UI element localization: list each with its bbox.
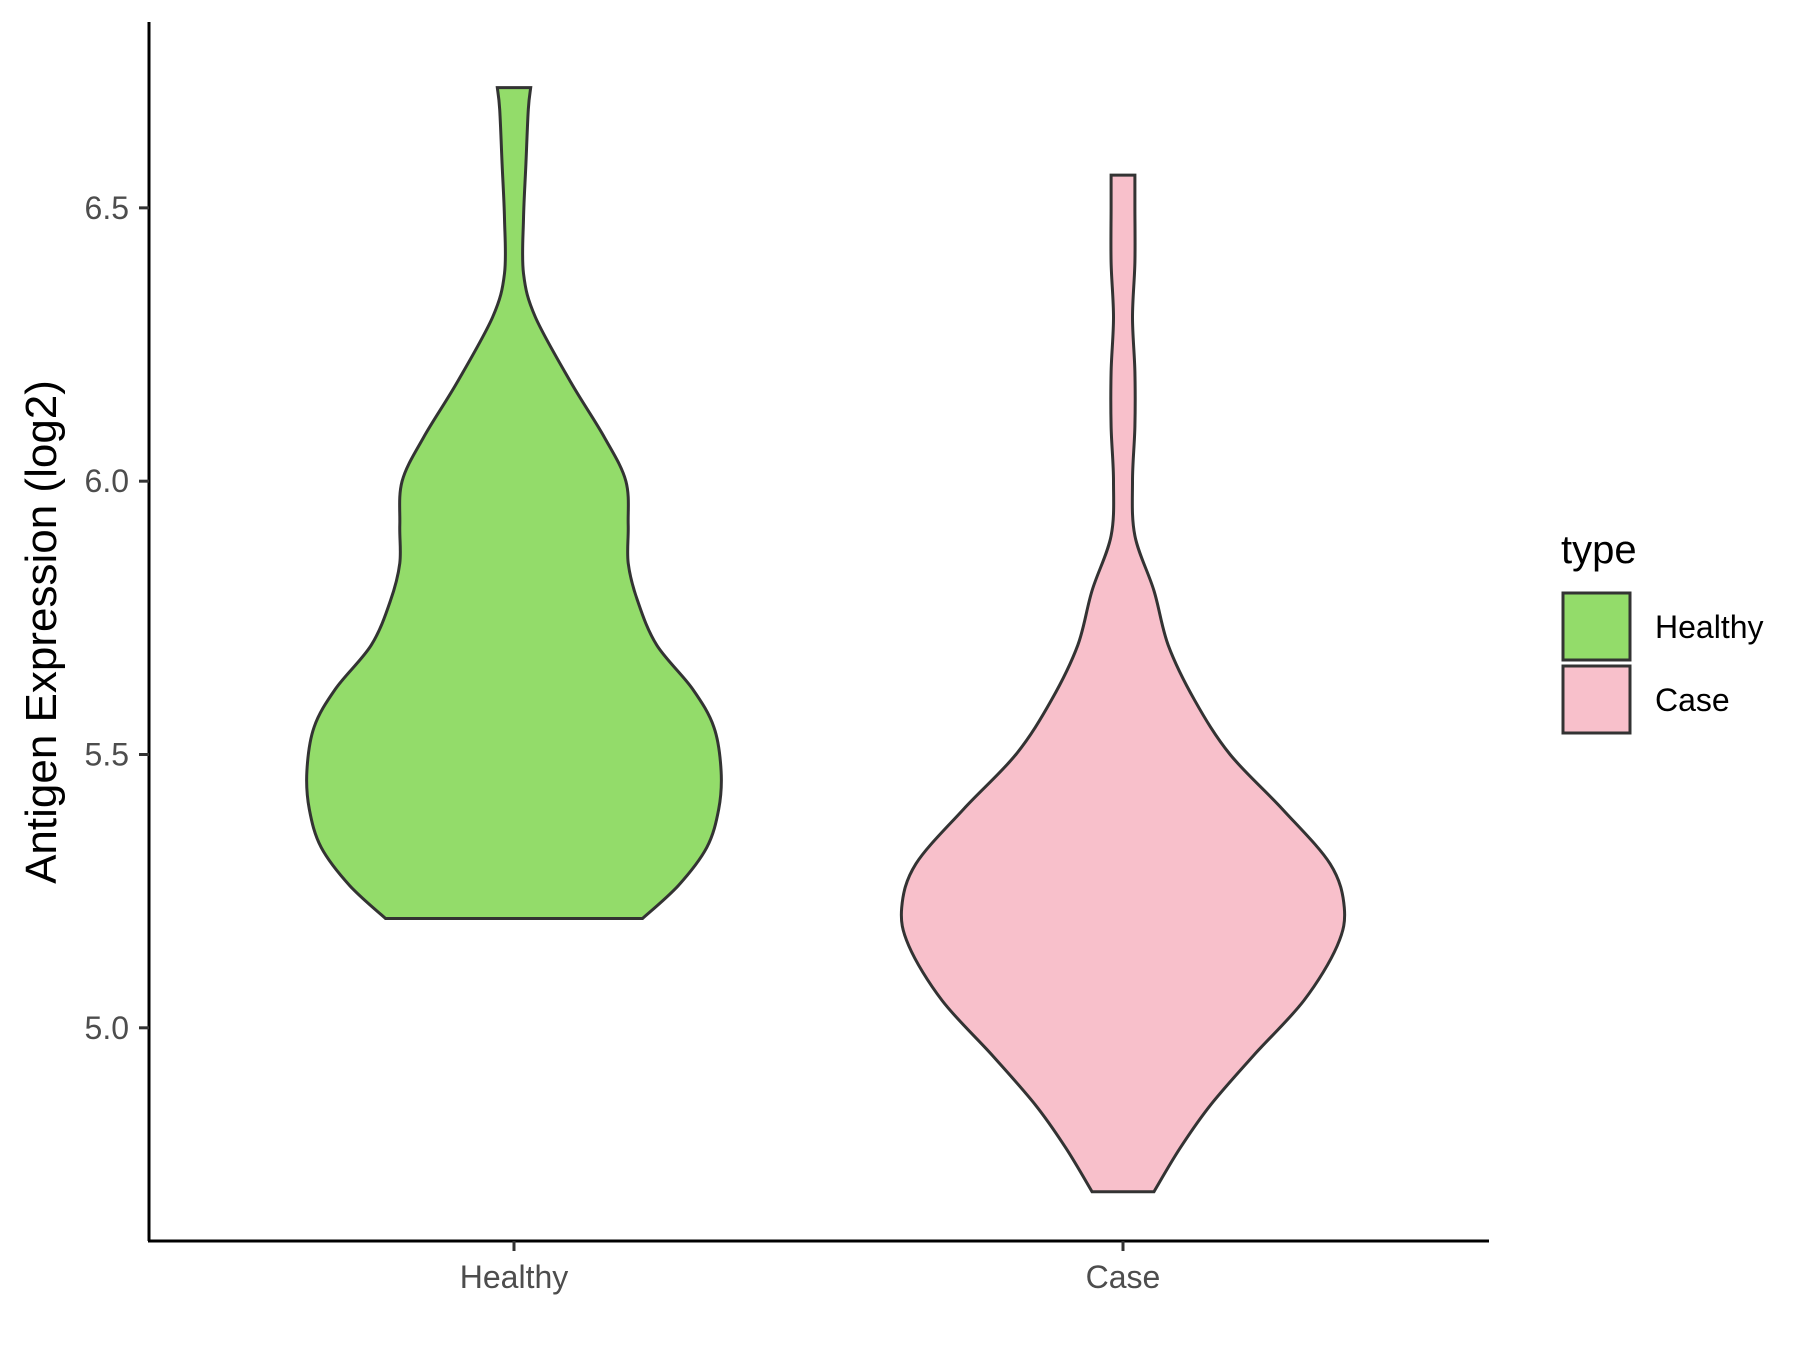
axes-layer [147, 22, 1489, 1243]
y-tick-label: 6.5 [85, 190, 129, 226]
legend-entries: Healthy Case [1561, 591, 1764, 735]
y-tick-label: 5.5 [85, 736, 129, 772]
legend: type Healthy Case [1561, 528, 1764, 735]
violin-healthy [305, 86, 723, 920]
x-ticks-layer: Healthy Case [460, 1241, 1161, 1295]
violins-layer [305, 86, 1347, 1194]
x-tick-label-healthy: Healthy [460, 1259, 569, 1295]
legend-swatch-case [1561, 664, 1632, 735]
y-axis-title: Antigen Expression (log2) [17, 380, 66, 884]
x-tick-label-case: Case [1086, 1259, 1161, 1295]
legend-label-healthy: Healthy [1655, 609, 1764, 645]
violin-case [899, 173, 1347, 1194]
y-tick-label: 6.0 [85, 463, 129, 499]
y-tick-label: 5.0 [85, 1010, 129, 1046]
legend-swatch-healthy [1561, 591, 1632, 662]
y-ticks-layer: 5.0 5.5 6.0 6.5 [85, 190, 149, 1046]
legend-label-case: Case [1655, 682, 1730, 718]
legend-title: type [1561, 528, 1637, 572]
